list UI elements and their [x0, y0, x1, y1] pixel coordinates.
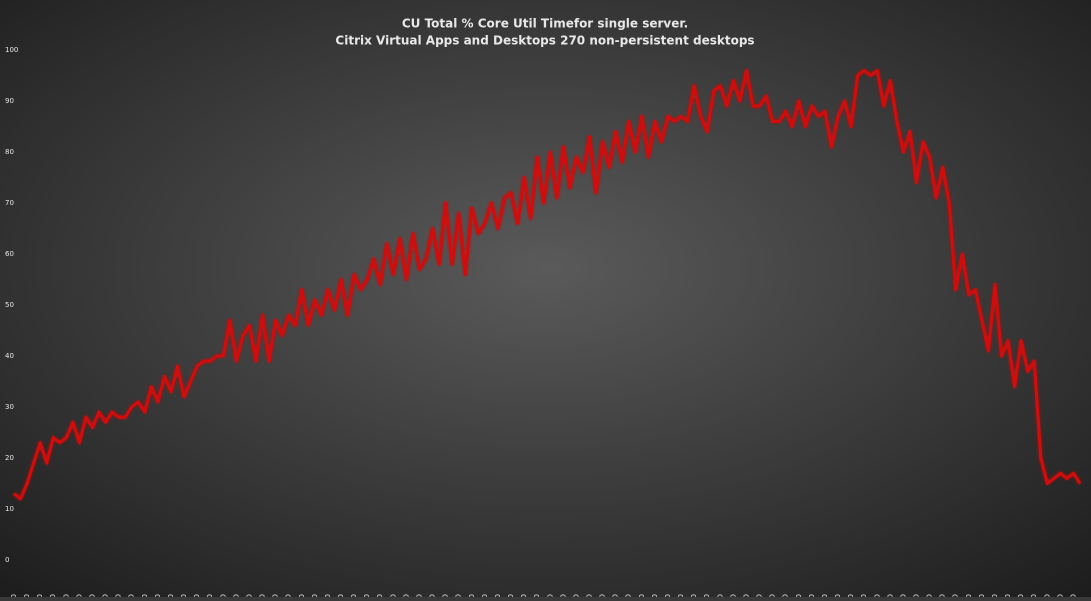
y-tick-label: 80 [5, 148, 14, 156]
series-line [13, 68, 1082, 501]
chart-subtitle: Citrix Virtual Apps and Desktops 270 non… [335, 34, 754, 48]
y-tick-label: 100 [5, 46, 18, 54]
y-tick-label: 0 [5, 556, 9, 564]
chart-title: CU Total % Core Util Timefor single serv… [402, 17, 688, 31]
y-tick-label: 20 [5, 454, 14, 462]
y-tick-label: 70 [5, 199, 14, 207]
y-tick-label: 60 [5, 250, 14, 258]
y-tick-label: 40 [5, 352, 14, 360]
y-tick-label: 30 [5, 403, 14, 411]
y-tick-label: 90 [5, 97, 14, 105]
y-tick-label: 10 [5, 505, 14, 513]
y-tick-label: 50 [5, 301, 14, 309]
